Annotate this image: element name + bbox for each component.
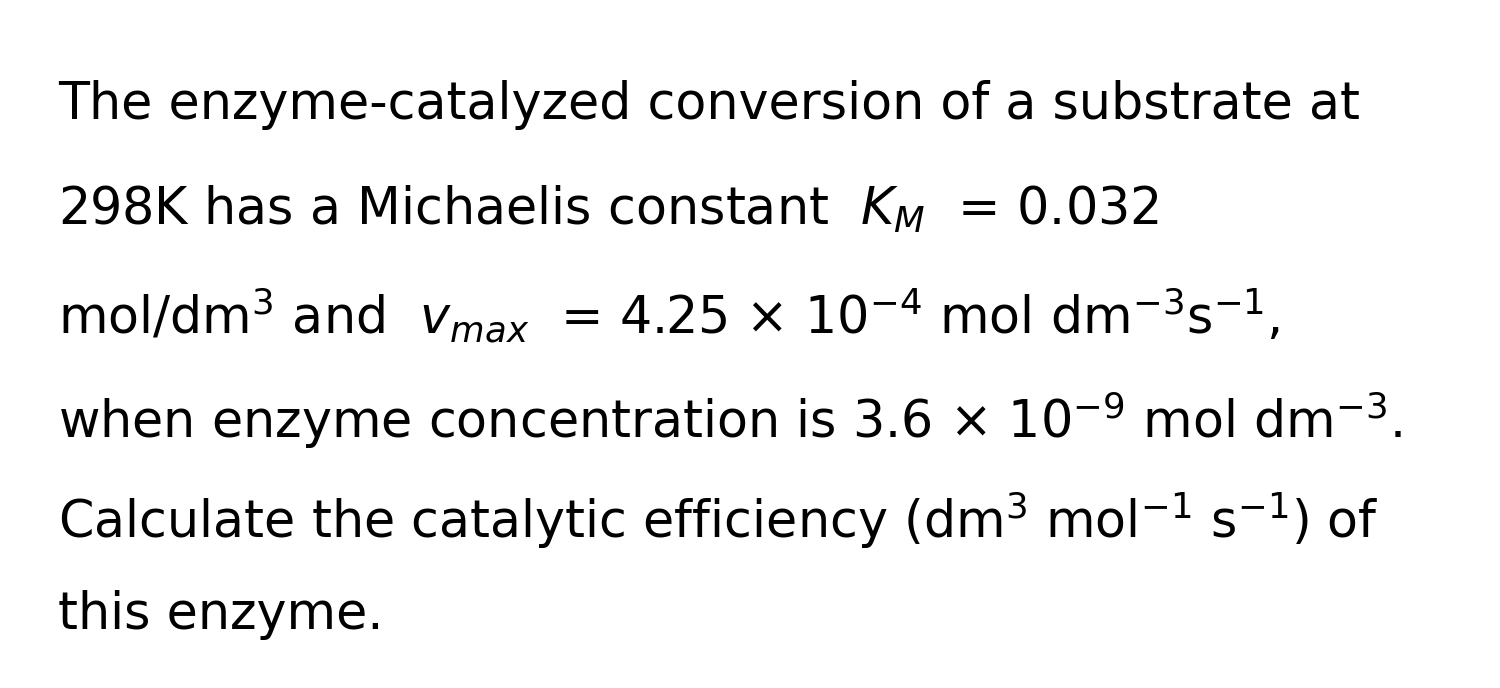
- Text: this enzyme.: this enzyme.: [58, 590, 384, 640]
- Text: The enzyme-catalyzed conversion of a substrate at: The enzyme-catalyzed conversion of a sub…: [58, 80, 1360, 130]
- Text: when enzyme concentration is 3.6 × 10$^{-9}$ mol dm$^{-3}$.: when enzyme concentration is 3.6 × 10$^{…: [58, 389, 1402, 451]
- Text: mol/dm$^3$ and  $v_{max}$  = 4.25 × 10$^{-4}$ mol dm$^{-3}$s$^{-1}$,: mol/dm$^3$ and $v_{max}$ = 4.25 × 10$^{-…: [58, 286, 1280, 345]
- Text: Calculate the catalytic efficiency (dm$^3$ mol$^{-1}$ s$^{-1}$) of: Calculate the catalytic efficiency (dm$^…: [58, 489, 1378, 551]
- Text: 298K has a Michaelis constant  $K_M$  = 0.032: 298K has a Michaelis constant $K_M$ = 0.…: [58, 184, 1160, 236]
